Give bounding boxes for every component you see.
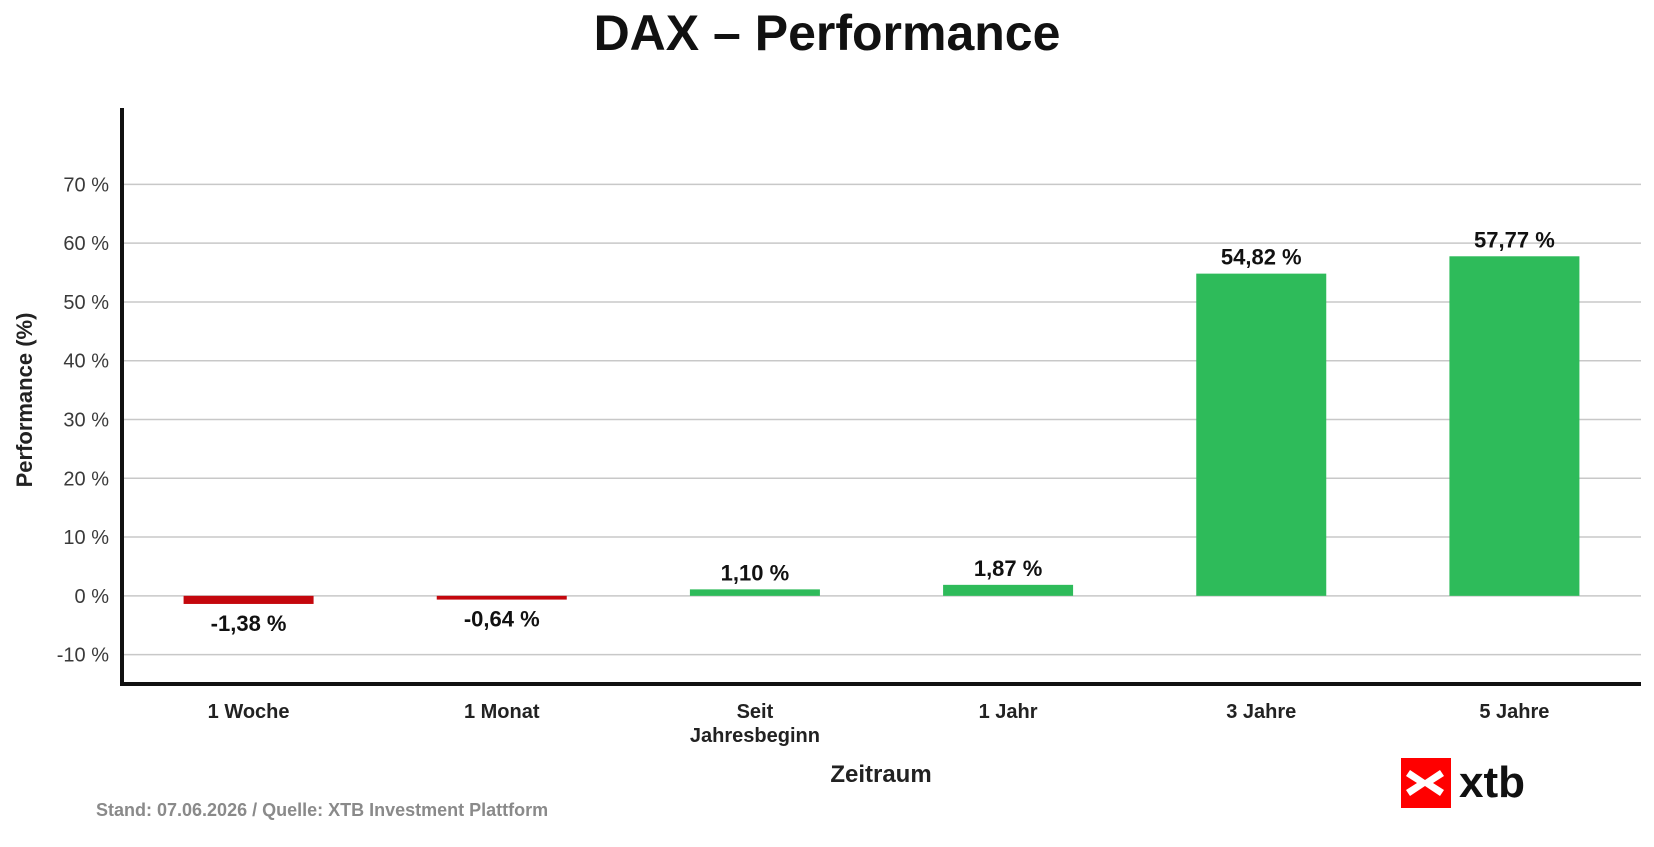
value-labels: -1,38 % -0,64 % 1,10 % 1,87 % 54,82 % 57,77 % bbox=[211, 227, 1555, 636]
y-tick-label: -10 % bbox=[57, 645, 109, 667]
value-label: 1,10 % bbox=[721, 560, 790, 585]
bar bbox=[183, 595, 314, 604]
x-tick-label: 3 Jahre bbox=[1226, 701, 1296, 723]
y-axis-label: Performance (%) bbox=[12, 313, 37, 488]
y-tick-label: 0 % bbox=[75, 586, 110, 608]
source-note: Stand: 07.06.2026 / Quelle: XTB Investme… bbox=[96, 800, 548, 820]
value-label: -1,38 % bbox=[211, 611, 287, 636]
y-tick-label: 50 % bbox=[63, 292, 109, 314]
xtb-logo: xtb bbox=[1401, 758, 1525, 808]
y-tick-label: 40 % bbox=[63, 351, 109, 373]
x-tick-label: 5 Jahre bbox=[1479, 701, 1549, 723]
axes bbox=[120, 108, 1641, 686]
value-label: 1,87 % bbox=[974, 556, 1043, 581]
bar bbox=[689, 589, 820, 596]
grid-lines bbox=[122, 183, 1641, 656]
y-tick-label: 70 % bbox=[63, 174, 109, 196]
x-tick-label: Seit Jahresbeginn bbox=[690, 701, 820, 747]
bar bbox=[943, 584, 1074, 596]
x-tick-label: 1 Woche bbox=[208, 701, 290, 723]
value-label: 54,82 % bbox=[1221, 245, 1302, 270]
y-tick-label: 30 % bbox=[63, 410, 109, 432]
bars bbox=[183, 256, 1580, 604]
value-label: 57,77 % bbox=[1474, 227, 1555, 252]
value-label: -0,64 % bbox=[464, 607, 540, 632]
bar bbox=[436, 595, 567, 600]
xtb-logo-text: xtb bbox=[1459, 758, 1525, 807]
y-tick-label: 10 % bbox=[63, 527, 109, 549]
x-axis-label: Zeitraum bbox=[830, 761, 931, 788]
xtb-x-glyph bbox=[1406, 770, 1444, 796]
chart-title: DAX – Performance bbox=[594, 5, 1061, 61]
y-tick-labels: -10 % 0 % 10 % 20 % 30 % 40 % 50 % 60 % 70 % bbox=[57, 174, 109, 666]
y-tick-label: 20 % bbox=[63, 468, 109, 490]
y-tick-label: 60 % bbox=[63, 233, 109, 255]
bar bbox=[1449, 256, 1580, 596]
x-tick-labels: 1 Woche 1 Monat Seit Jahresbeginn 1 Jahr 3 Ja… bbox=[208, 701, 1550, 747]
x-tick-label: 1 Jahr bbox=[979, 701, 1038, 723]
bar bbox=[1196, 273, 1327, 596]
x-tick-label: 1 Monat bbox=[464, 701, 540, 723]
